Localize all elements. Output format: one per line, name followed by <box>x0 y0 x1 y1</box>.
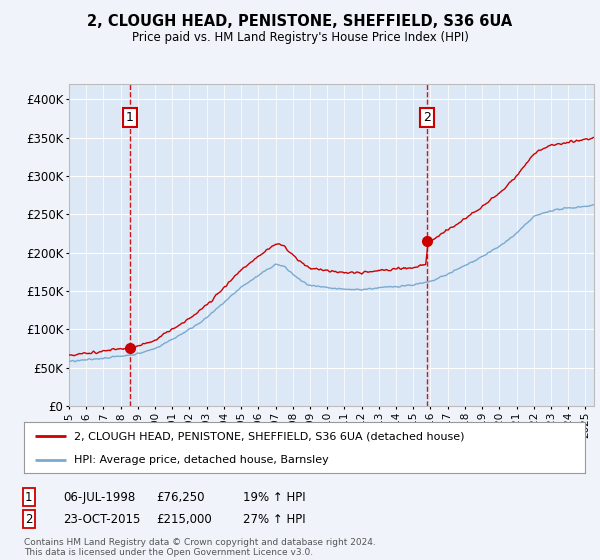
Text: Price paid vs. HM Land Registry's House Price Index (HPI): Price paid vs. HM Land Registry's House … <box>131 31 469 44</box>
Text: Contains HM Land Registry data © Crown copyright and database right 2024.
This d: Contains HM Land Registry data © Crown c… <box>24 538 376 557</box>
Text: 2: 2 <box>25 512 32 526</box>
Text: 2, CLOUGH HEAD, PENISTONE, SHEFFIELD, S36 6UA: 2, CLOUGH HEAD, PENISTONE, SHEFFIELD, S3… <box>88 14 512 29</box>
Text: 19% ↑ HPI: 19% ↑ HPI <box>243 491 305 504</box>
Text: £76,250: £76,250 <box>156 491 205 504</box>
Text: 27% ↑ HPI: 27% ↑ HPI <box>243 512 305 526</box>
Text: £215,000: £215,000 <box>156 512 212 526</box>
Text: HPI: Average price, detached house, Barnsley: HPI: Average price, detached house, Barn… <box>74 455 329 465</box>
Text: 1: 1 <box>125 111 134 124</box>
Text: 06-JUL-1998: 06-JUL-1998 <box>63 491 135 504</box>
Text: 2, CLOUGH HEAD, PENISTONE, SHEFFIELD, S36 6UA (detached house): 2, CLOUGH HEAD, PENISTONE, SHEFFIELD, S3… <box>74 431 465 441</box>
Text: 23-OCT-2015: 23-OCT-2015 <box>63 512 140 526</box>
Text: 1: 1 <box>25 491 32 504</box>
Text: 2: 2 <box>423 111 431 124</box>
